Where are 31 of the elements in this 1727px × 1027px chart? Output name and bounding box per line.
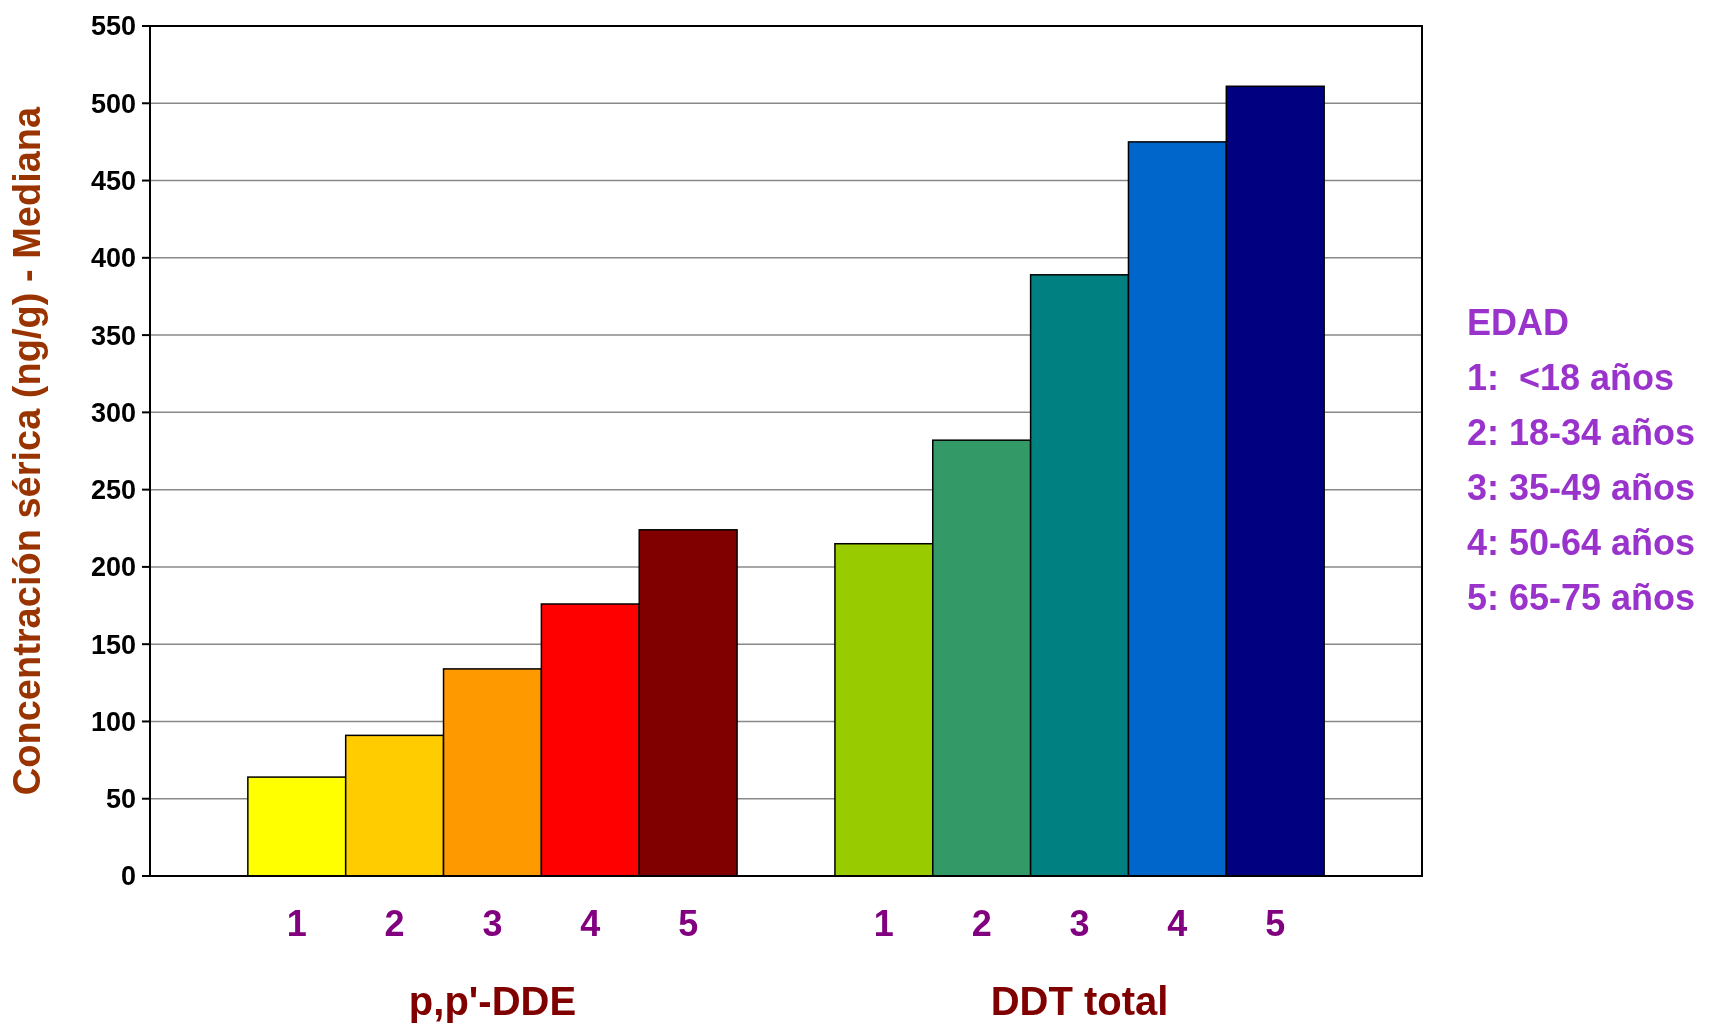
text: 3: 35-49 años bbox=[1467, 467, 1696, 508]
y-axis-title: Concentración sérica (ng/g) - Mediana bbox=[6, 105, 48, 796]
y-tick-label: 450 bbox=[90, 166, 136, 196]
x-tick-label: 2 bbox=[971, 903, 992, 944]
x-tick-label: 3 bbox=[482, 903, 503, 944]
x-tick-label: 1 bbox=[286, 903, 307, 944]
y-tick-label: 500 bbox=[90, 88, 136, 119]
text: EDAD bbox=[1467, 302, 1570, 343]
text: DDT total bbox=[990, 979, 1169, 1023]
y-tick-label: 350 bbox=[90, 320, 136, 351]
y-tick-label: 100 bbox=[90, 706, 136, 737]
y-tick-label: 550 bbox=[90, 11, 136, 42]
x-tick-label: 3 bbox=[1069, 903, 1090, 944]
text: 5: 65-75 años bbox=[1467, 577, 1696, 618]
x-tick-label: 5 bbox=[678, 903, 699, 944]
text: 1: <18 años bbox=[1467, 357, 1675, 398]
y-tick-label: 150 bbox=[90, 629, 136, 660]
x-tick-label: 1 bbox=[873, 903, 894, 944]
x-tick-label: 4 bbox=[580, 903, 601, 944]
y-tick-label: 0 bbox=[120, 861, 136, 892]
x-tick-label: 4 bbox=[1167, 903, 1188, 944]
y-tick-label: 300 bbox=[90, 397, 136, 428]
text: 4: 50-64 años bbox=[1467, 522, 1696, 563]
y-tick-label: 200 bbox=[90, 552, 136, 583]
x-tick-label: 2 bbox=[384, 903, 405, 944]
y-tick-label: 250 bbox=[90, 475, 136, 506]
y-tick-label: 400 bbox=[90, 243, 136, 274]
x-tick-label: 5 bbox=[1265, 903, 1286, 944]
y-tick-label: 50 bbox=[105, 784, 136, 815]
text: 2: 18-34 años bbox=[1467, 412, 1696, 453]
text: p,p'-DDE bbox=[408, 979, 577, 1023]
